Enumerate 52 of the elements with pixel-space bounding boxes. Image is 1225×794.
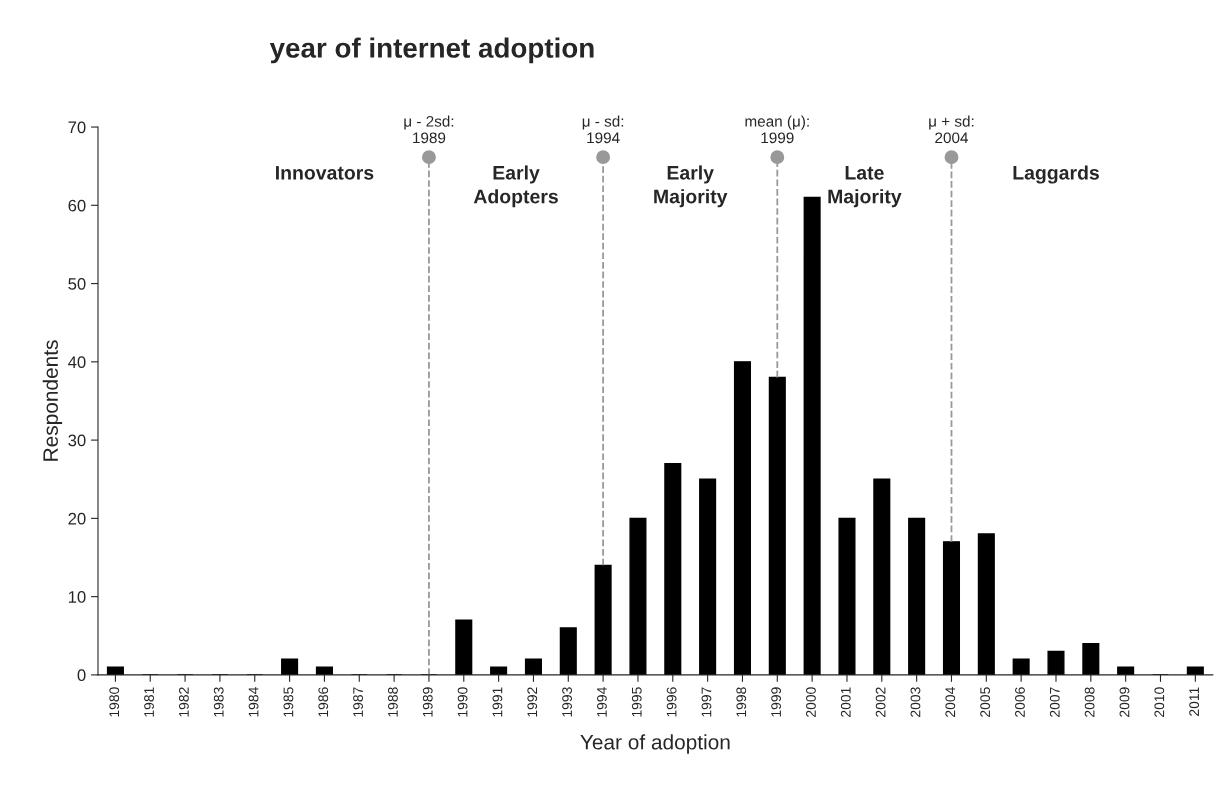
y-tick-label: 20 (68, 512, 86, 525)
x-tick-label: 2011 (1189, 687, 1200, 716)
x-tick-label: 1984 (248, 687, 259, 717)
x-tick-label: 1990 (457, 687, 468, 717)
y-tick-label: 30 (68, 434, 86, 447)
x-tick-label: 2002 (875, 687, 886, 717)
x-tick-label: 1996 (666, 687, 677, 717)
ref-line-label: μ - sd: 1994 (582, 115, 624, 144)
x-tick-label: 2006 (1015, 687, 1025, 717)
x-tick-label: 1993 (562, 687, 573, 717)
x-tick-label: 2001 (840, 687, 851, 717)
x-tick-label: 2009 (1119, 687, 1130, 717)
x-tick-label: 1999 (771, 687, 782, 717)
x-tick-label: 2005 (980, 687, 991, 717)
x-tick-label: 1986 (318, 687, 329, 717)
x-tick-label: 1981 (144, 687, 154, 717)
annotation: Laggards (1013, 165, 1099, 184)
x-tick-label: 1980 (109, 687, 120, 717)
x-axis-title: Year of adoption (580, 734, 730, 754)
chart-title: year of internet adoption (269, 37, 594, 64)
x-tick-label: 2010 (1154, 687, 1165, 717)
x-tick-label: 2003 (910, 687, 921, 717)
x-tick-label: 1992 (527, 687, 538, 717)
x-tick-label: 1987 (353, 687, 363, 717)
y-tick-label: 50 (68, 277, 86, 290)
x-tick-label: 1995 (631, 687, 642, 717)
x-tick-label: 2008 (1084, 687, 1095, 717)
x-tick-label: 2007 (1049, 687, 1060, 717)
x-tick-label: 1998 (736, 687, 747, 717)
x-tick-label: 1985 (283, 687, 294, 717)
ref-line-label: μ + sd: 2004 (929, 115, 974, 144)
annotation: Early Majority (654, 165, 728, 208)
y-tick-label: 60 (68, 199, 86, 212)
y-tick-label: 70 (68, 121, 86, 134)
x-tick-label: 1989 (422, 687, 433, 717)
annotation: Early Adopters (473, 165, 558, 208)
y-axis-title: Respondents (42, 340, 63, 461)
x-tick-label: 1991 (492, 687, 503, 717)
y-tick-label: 40 (68, 356, 86, 369)
x-tick-label: 2000 (806, 687, 816, 717)
y-tick-label: 10 (68, 591, 86, 603)
x-tick-label: 1982 (178, 687, 189, 717)
y-tick-label: 0 (77, 669, 86, 682)
annotation: Innovators (276, 166, 374, 180)
ref-line-label: mean (μ): 1999 (745, 115, 809, 144)
ref-line-label: μ - 2sd: 1989 (404, 115, 454, 144)
x-tick-label: 1997 (701, 687, 712, 717)
annotation: Late Majority (828, 166, 902, 208)
x-tick-label: 2004 (945, 687, 956, 717)
x-tick-label: 1988 (388, 687, 398, 717)
x-tick-label: 1983 (213, 687, 224, 717)
x-tick-label: 1994 (597, 687, 607, 717)
